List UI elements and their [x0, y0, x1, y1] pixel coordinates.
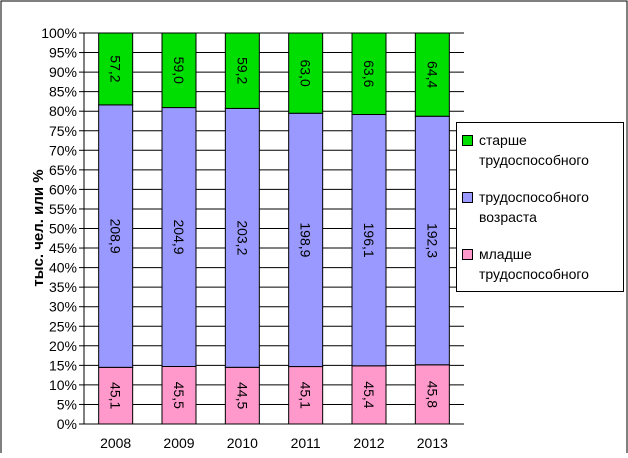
x-tick-label: 2009	[163, 435, 194, 451]
bar-segment	[351, 32, 387, 116]
axes: 0% 5% 10% 15% 20% 25% 30% 35% 40% 45% 50% 55% 60% 65%…	[41, 25, 464, 451]
data-label: 63,0	[298, 59, 314, 86]
legend-line: трудоспособного	[479, 152, 589, 168]
legend-line: трудоспособного	[479, 189, 589, 205]
data-label: 45,1	[298, 382, 314, 409]
y-tick-label: 100%	[41, 25, 77, 41]
y-tick-label: 85%	[49, 84, 77, 100]
bar-segment	[288, 112, 324, 368]
y-tick-label: 60%	[49, 181, 77, 197]
x-tick-label: 2008	[100, 435, 131, 451]
data-label: 64,4	[424, 61, 440, 88]
y-tick-label: 65%	[49, 162, 77, 178]
data-label: 192,3	[424, 223, 440, 258]
y-tick-label: 15%	[49, 357, 77, 373]
data-label: 208,9	[108, 219, 124, 254]
x-tick-label: 2011	[291, 435, 321, 451]
data-label: 63,6	[361, 60, 377, 87]
data-label: 57,2	[108, 55, 124, 82]
data-labels: 45,1 208,9 57,2 45,5 204,9 59,0 44,5 203,2 59,2 4…	[108, 55, 441, 409]
bar-segment	[224, 32, 260, 109]
y-tick-label: 55%	[49, 201, 77, 217]
bar-segment	[351, 365, 387, 425]
bar-segment	[161, 32, 197, 109]
data-label: 44,5	[234, 382, 250, 409]
y-tick-label: 30%	[49, 299, 77, 315]
legend-swatch-older	[462, 135, 473, 146]
bar-segment	[351, 114, 387, 367]
legend-label-working: трудоспособного возраста	[479, 187, 628, 227]
bars	[98, 32, 450, 425]
y-tick-label: 20%	[49, 338, 77, 354]
y-tick-label: 75%	[49, 123, 77, 139]
bar-segment	[414, 32, 450, 117]
legend-line: возраста	[479, 209, 537, 225]
y-tick-label: 80%	[49, 103, 77, 119]
legend-swatch-younger	[462, 249, 473, 260]
legend: старше трудоспособного трудоспособного в…	[456, 122, 624, 292]
legend-line: младше	[479, 246, 532, 262]
data-label: 203,2	[234, 220, 250, 255]
bar-segment	[414, 364, 450, 425]
y-tick-label: 95%	[49, 45, 77, 61]
legend-line: трудоспособного	[479, 266, 589, 282]
bar-segment	[98, 104, 134, 368]
data-label: 59,0	[171, 57, 187, 84]
bar-segment	[161, 107, 197, 368]
legend-line: старше	[479, 132, 527, 148]
data-label: 204,9	[171, 220, 187, 255]
legend-label-older: старше трудоспособного	[479, 130, 628, 170]
legend-label-younger: младше трудоспособного	[479, 244, 628, 284]
y-tick-label: 50%	[49, 221, 77, 237]
data-label: 45,5	[171, 382, 187, 409]
data-label: 198,9	[298, 222, 314, 257]
y-tick-label: 35%	[49, 279, 77, 295]
y-tick-label: 25%	[49, 318, 77, 334]
data-label: 45,4	[361, 381, 377, 408]
gridlines	[84, 32, 464, 425]
y-tick-label: 70%	[49, 142, 77, 158]
y-tick-label: 5%	[57, 396, 77, 412]
y-tick-label: 10%	[49, 377, 77, 393]
bar-segment	[414, 115, 450, 366]
y-axis-title: тыс. чел. или %	[30, 169, 47, 286]
data-label: 59,2	[234, 57, 250, 84]
data-label: 45,1	[108, 382, 124, 409]
bar-segment	[288, 32, 324, 114]
bar-segment	[98, 32, 134, 106]
x-tick-label: 2013	[417, 435, 448, 451]
x-tick-label: 2010	[227, 435, 258, 451]
legend-swatch-working	[462, 192, 473, 203]
y-tick-label: 45%	[49, 240, 77, 256]
y-tick-label: 90%	[49, 64, 77, 80]
data-label: 45,8	[424, 381, 440, 408]
x-tick-label: 2012	[353, 435, 384, 451]
data-label: 196,1	[361, 223, 377, 258]
y-tick-label: 40%	[49, 260, 77, 276]
y-tick-label: 0%	[57, 416, 77, 432]
